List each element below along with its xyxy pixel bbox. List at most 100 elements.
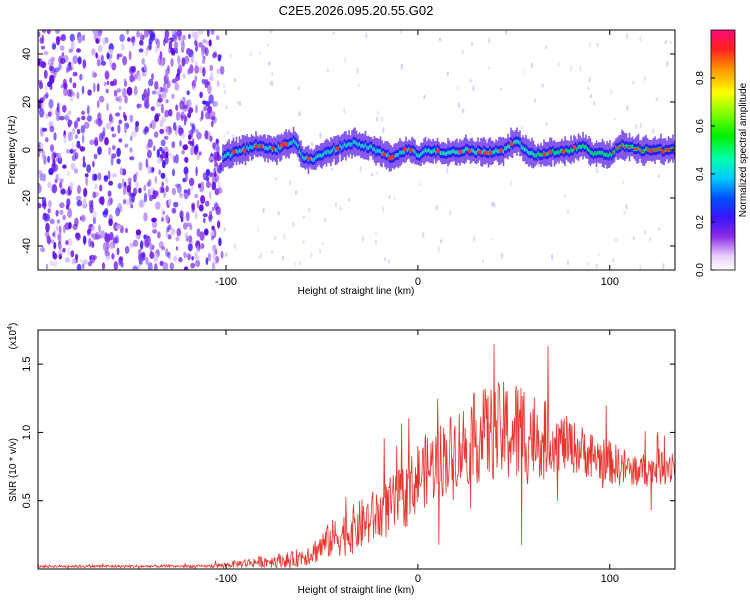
noise-speck (596, 42, 599, 47)
signal-peak (488, 150, 494, 155)
noise-speck (106, 80, 110, 85)
x-tick-label: 100 (601, 276, 619, 288)
signal-core (423, 149, 425, 154)
noise-speck (302, 215, 306, 219)
noise-speck (180, 216, 184, 223)
noise-speck (59, 202, 65, 209)
noise-speck (211, 261, 216, 270)
noise-speck (182, 216, 188, 221)
noise-speck (149, 123, 153, 129)
noise-speck (48, 98, 54, 109)
noise-speck (533, 98, 537, 103)
noise-speck (143, 63, 147, 72)
signal-peak (509, 142, 515, 147)
noise-speck (87, 261, 93, 267)
noise-speck (374, 231, 378, 236)
noise-speck (67, 210, 71, 218)
noise-speck (160, 172, 166, 179)
noise-speck (133, 85, 138, 96)
noise-speck (182, 34, 186, 41)
noise-speck (545, 122, 548, 126)
spectrogram-panel: -100 0 100 -40 -20 0 20 40 Height of straight … (7, 29, 676, 297)
noise-speck (111, 173, 118, 178)
noise-speck (274, 235, 277, 241)
noise-speck (204, 47, 209, 57)
noise-speck (207, 252, 212, 262)
noise-speck (382, 127, 385, 134)
signal-core (496, 149, 499, 154)
noise-speck (189, 122, 193, 127)
signal-core (643, 149, 646, 153)
noise-speck (587, 86, 590, 91)
signal-core (547, 151, 550, 156)
noise-speck (81, 134, 85, 144)
noise-speck (163, 191, 167, 198)
noise-speck (68, 61, 72, 68)
noise-speck (80, 125, 86, 134)
y-tick-label: -20 (21, 190, 33, 206)
noise-speck (175, 75, 181, 81)
noise-speck (229, 52, 232, 59)
signal-core (319, 153, 322, 158)
noise-speck (52, 252, 58, 260)
noise-speck (213, 172, 217, 177)
noise-speck (643, 230, 646, 235)
noise-speck (117, 53, 123, 58)
noise-speck (76, 48, 81, 53)
noise-speck (95, 118, 99, 125)
signal-core (376, 148, 379, 153)
x-tick-label: -100 (215, 276, 237, 288)
signal-core (370, 144, 373, 149)
noise-speck (104, 250, 110, 257)
noise-speck (212, 244, 217, 252)
noise-speck (171, 50, 176, 56)
noise-speck (189, 64, 194, 74)
signal-core (402, 150, 404, 154)
signal-core (598, 150, 601, 155)
noise-speck (116, 247, 120, 256)
noise-speck (77, 56, 82, 65)
noise-speck (168, 40, 173, 50)
noise-speck (209, 135, 213, 142)
noise-speck (177, 124, 182, 131)
signal-core (292, 138, 295, 143)
noise-speck (216, 80, 220, 87)
noise-speck (45, 263, 49, 270)
noise-speck (93, 33, 99, 41)
y-tick-label: 0.5 (21, 493, 33, 508)
noise-speck (359, 165, 362, 173)
signal-core (415, 152, 418, 157)
noise-speck (520, 125, 524, 130)
signal-core (538, 152, 541, 157)
noise-speck (238, 100, 242, 107)
noise-speck (199, 91, 203, 99)
noise-speck (159, 57, 165, 67)
noise-speck (161, 115, 167, 124)
noise-speck (387, 258, 391, 264)
signal-core (546, 152, 548, 157)
noise-speck (219, 65, 225, 75)
noise-speck (52, 232, 55, 237)
noise-speck (211, 181, 217, 191)
signal-core (252, 145, 254, 150)
noise-speck (146, 45, 152, 51)
signal-peak (254, 144, 260, 149)
noise-speck (169, 262, 175, 270)
signal-core (507, 144, 509, 149)
signal-core (505, 146, 508, 151)
signal-peak (627, 146, 629, 149)
noise-speck (437, 246, 440, 253)
signal-core (412, 148, 415, 153)
signal-core (588, 148, 590, 153)
noise-speck (38, 202, 42, 209)
noise-speck (170, 58, 174, 67)
noise-speck (174, 82, 180, 91)
signal-peak (648, 148, 654, 153)
noise-speck (108, 48, 114, 55)
noise-speck (195, 259, 201, 268)
noise-speck (270, 80, 274, 87)
noise-speck (215, 255, 219, 263)
signal-peak (646, 148, 649, 151)
noise-speck (154, 131, 159, 138)
noise-speck (249, 51, 252, 58)
